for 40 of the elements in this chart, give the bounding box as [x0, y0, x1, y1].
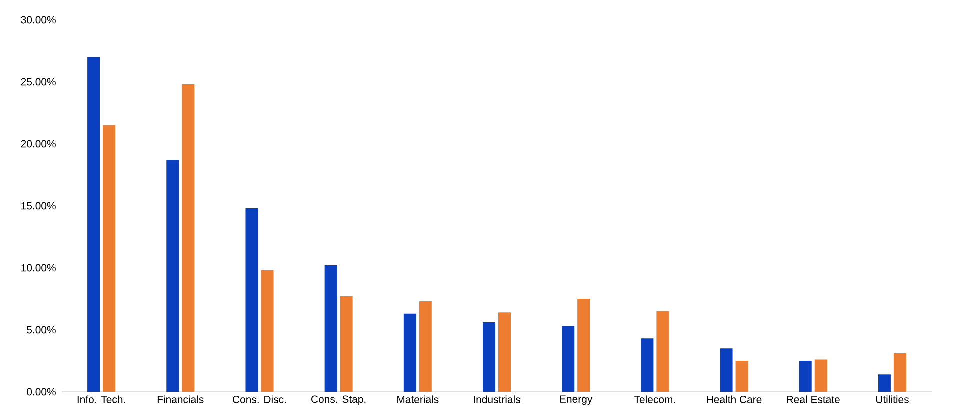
bar [720, 348, 733, 392]
bar [166, 160, 180, 392]
bar [578, 299, 590, 392]
y-tick-label: 15.00% [22, 202, 56, 210]
x-tick-label: Financials [158, 396, 204, 404]
bar [103, 125, 116, 392]
bar [894, 354, 906, 392]
y-tick-label: 10.00% [22, 264, 56, 272]
x-tick-label: Cons. Disc. [233, 396, 286, 404]
bar [498, 312, 512, 392]
bar [88, 57, 100, 392]
bar [641, 338, 654, 392]
x-tick-label: Info. Tech. [78, 396, 126, 404]
x-tick-label: Telecom. [634, 396, 676, 404]
x-tick-label: Utilities [876, 396, 909, 404]
bar [562, 326, 575, 392]
x-tick-label: Energy [560, 396, 593, 406]
bar [483, 322, 496, 392]
bar [878, 374, 891, 392]
bar [736, 361, 748, 392]
bar [814, 360, 828, 392]
bar [404, 314, 416, 392]
y-tick-label: 25.00% [21, 78, 56, 86]
y-tick-label: 20.00% [21, 140, 56, 148]
bar [799, 361, 812, 392]
bar [246, 208, 258, 392]
bar [261, 270, 274, 392]
y-tick-label: 5.00% [27, 326, 56, 334]
y-tick-label: 30.00% [21, 16, 56, 24]
x-tick-label: Materials [398, 396, 439, 404]
x-tick-label: Real Estate [787, 396, 840, 404]
x-tick-label: Health Care [707, 396, 762, 404]
x-tick-label: Cons. Stap. [312, 396, 366, 406]
bar [340, 296, 353, 392]
y-tick-label: 0.00% [27, 388, 56, 396]
bar [182, 84, 195, 392]
bar [324, 266, 338, 392]
bar [656, 311, 670, 392]
x-tick-label: Industrials [474, 396, 520, 404]
bar [419, 301, 432, 392]
